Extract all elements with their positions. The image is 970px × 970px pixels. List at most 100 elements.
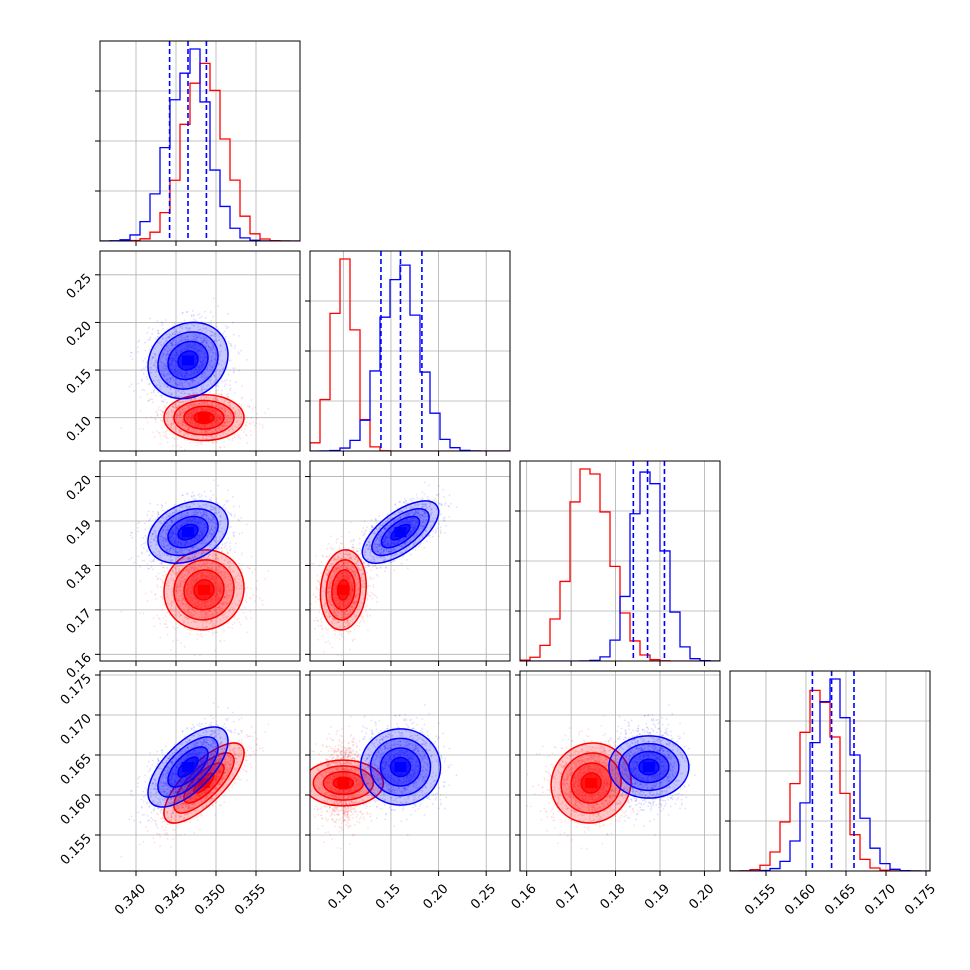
sample-point: [192, 408, 195, 411]
sample-point: [217, 406, 220, 409]
sample-point: [213, 431, 216, 434]
sample-point: [142, 612, 145, 615]
sample-point: [211, 424, 214, 426]
sample-point: [215, 326, 218, 328]
sample-point: [234, 412, 237, 415]
sample-point: [227, 489, 229, 492]
sample-point: [193, 421, 196, 424]
sample-point: [211, 404, 213, 407]
sample-point: [220, 398, 223, 401]
sample-point: [189, 399, 192, 402]
sample-point: [210, 410, 213, 413]
sample-point: [240, 417, 243, 419]
sample-point: [144, 349, 147, 352]
sample-point: [219, 406, 222, 409]
sample-point: [144, 541, 147, 544]
sample-point: [232, 429, 235, 432]
sample-point: [182, 424, 185, 427]
sample-point: [204, 317, 207, 319]
sample-point: [206, 432, 209, 435]
sample-point: [215, 322, 218, 324]
sample-point: [205, 438, 208, 440]
sample-point: [211, 441, 214, 444]
sample-point: [221, 380, 224, 383]
sample-point: [255, 588, 258, 591]
sample-point: [242, 431, 245, 433]
sample-point: [231, 439, 234, 442]
sample-point: [240, 406, 243, 408]
sample-point: [146, 421, 149, 424]
sample-point: [191, 411, 194, 414]
sample-point: [178, 404, 181, 407]
sample-point: [219, 639, 221, 642]
sample-point: [161, 426, 163, 429]
sample-point: [250, 617, 253, 619]
sample-point: [190, 314, 193, 317]
sample-point: [190, 414, 193, 417]
sample-point: [193, 403, 196, 406]
sample-point: [166, 567, 169, 569]
sample-point: [245, 424, 248, 427]
sample-point: [203, 432, 206, 434]
sample-point: [194, 398, 197, 401]
sample-point: [238, 532, 241, 535]
sample-point: [174, 391, 177, 394]
sample-point: [176, 406, 179, 409]
sample-point: [189, 403, 192, 406]
sample-point: [174, 426, 177, 429]
sample-point: [200, 429, 203, 432]
sample-point: [217, 414, 220, 417]
sample-point: [190, 418, 193, 421]
sample-point: [128, 385, 131, 388]
sample-point: [229, 404, 232, 406]
sample-point: [230, 345, 233, 348]
sample-point: [238, 417, 241, 419]
sample-point: [196, 637, 199, 640]
sample-point: [198, 398, 201, 401]
sample-point: [150, 398, 153, 400]
sample-point: [215, 392, 217, 395]
sample-point: [213, 420, 216, 422]
sample-point: [153, 388, 156, 391]
sample-point: [193, 428, 196, 431]
sample-point: [237, 414, 240, 417]
sample-point: [166, 633, 169, 636]
sample-point: [196, 410, 199, 412]
sample-point: [221, 425, 224, 428]
sample-point: [217, 382, 220, 385]
sample-point: [193, 454, 195, 456]
sample-point: [196, 441, 199, 444]
sample-point: [165, 435, 168, 438]
sample-point: [159, 586, 162, 589]
sample-point: [221, 418, 223, 420]
sample-point: [233, 411, 236, 414]
sample-point: [250, 555, 253, 558]
sample-point: [210, 323, 213, 326]
sample-point: [130, 351, 132, 354]
sample-point: [157, 330, 160, 332]
sample-point: [214, 413, 217, 416]
sample-point: [194, 425, 196, 427]
sample-point: [176, 416, 179, 419]
sample-point: [187, 415, 190, 418]
sample-point: [216, 631, 218, 634]
sample-point: [188, 571, 190, 574]
sample-point: [229, 428, 231, 431]
sample-point: [219, 446, 222, 449]
sample-point: [223, 446, 226, 449]
sample-point: [147, 399, 149, 402]
sample-point: [226, 548, 228, 551]
sample-point: [128, 558, 131, 561]
sample-point: [211, 422, 213, 425]
sample-point: [173, 438, 176, 441]
sample-point: [250, 587, 253, 590]
sample-point: [193, 495, 195, 498]
sample-point: [232, 367, 235, 370]
sample-point: [216, 441, 218, 444]
sample-point: [251, 571, 254, 574]
sample-point: [240, 429, 243, 431]
sample-point: [229, 379, 232, 382]
sample-point: [178, 428, 180, 431]
sample-point: [202, 408, 205, 411]
sample-point: [189, 441, 191, 444]
